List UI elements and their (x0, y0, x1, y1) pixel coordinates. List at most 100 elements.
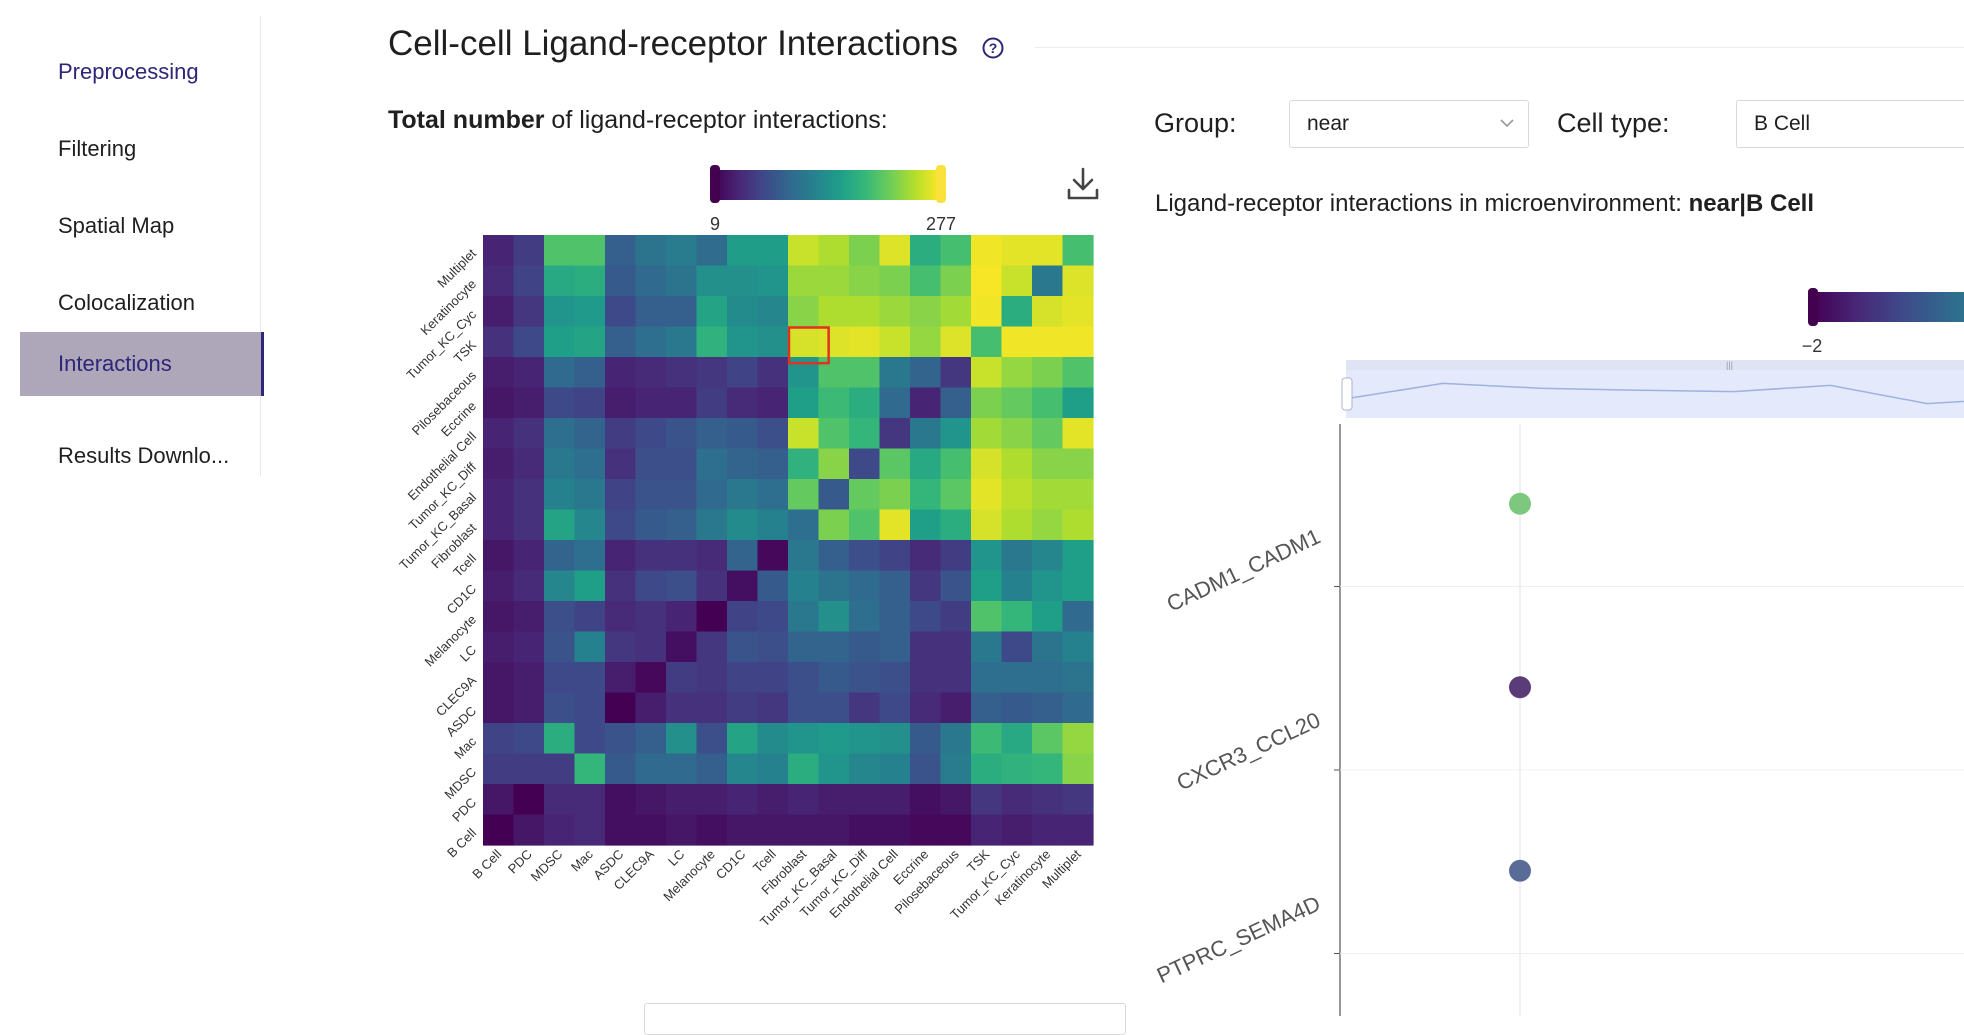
heatmap-cell[interactable] (483, 479, 515, 511)
heatmap-cell[interactable] (788, 540, 820, 572)
heatmap-cell[interactable] (910, 692, 942, 724)
heatmap-cell[interactable] (513, 296, 545, 328)
heatmap-cell[interactable] (940, 814, 972, 846)
heatmap-cell[interactable] (910, 784, 942, 816)
heatmap-cell[interactable] (1032, 509, 1064, 541)
heatmap-cell[interactable] (544, 265, 576, 297)
heatmap-cell[interactable] (696, 357, 728, 389)
heatmap-cell[interactable] (727, 509, 759, 541)
range-slider-grip[interactable]: ||| (1726, 360, 1733, 370)
heatmap-cell[interactable] (971, 570, 1003, 602)
heatmap-cell[interactable] (483, 357, 515, 389)
heatmap-cell[interactable] (879, 631, 911, 663)
heatmap-cell[interactable] (818, 570, 850, 602)
heatmap-cell[interactable] (574, 784, 606, 816)
heatmap-cell[interactable] (513, 723, 545, 755)
heatmap-cell[interactable] (879, 570, 911, 602)
heatmap-cell[interactable] (849, 570, 881, 602)
heatmap-cell[interactable] (849, 601, 881, 633)
heatmap-cell[interactable] (971, 387, 1003, 419)
heatmap-cell[interactable] (971, 662, 1003, 694)
heatmap-cell[interactable] (818, 601, 850, 633)
heatmap-cell[interactable] (757, 601, 789, 633)
heatmap-cell[interactable] (818, 479, 850, 511)
heatmap-cell[interactable] (635, 723, 667, 755)
heatmap-cell[interactable] (1001, 479, 1033, 511)
dotplot-point[interactable] (1509, 676, 1531, 699)
heatmap-cell[interactable] (849, 235, 881, 267)
heatmap-cell[interactable] (605, 296, 637, 328)
heatmap-cell[interactable] (727, 448, 759, 480)
heatmap-cell[interactable] (544, 540, 576, 572)
heatmap-cell[interactable] (605, 540, 637, 572)
heatmap-cell[interactable] (1001, 357, 1033, 389)
heatmap-cell[interactable] (574, 723, 606, 755)
heatmap-cell[interactable] (971, 265, 1003, 297)
heatmap-cell[interactable] (574, 357, 606, 389)
heatmap-cell[interactable] (879, 296, 911, 328)
heatmap-cell[interactable] (605, 753, 637, 785)
heatmap-cell[interactable] (879, 723, 911, 755)
heatmap-cell[interactable] (940, 357, 972, 389)
heatmap-cell[interactable] (1032, 723, 1064, 755)
heatmap-cell[interactable] (849, 692, 881, 724)
heatmap-cell[interactable] (513, 235, 545, 267)
heatmap-cell[interactable] (1001, 326, 1033, 358)
heatmap-cell[interactable] (574, 662, 606, 694)
heatmap-cell[interactable] (1032, 753, 1064, 785)
heatmap-cell[interactable] (727, 814, 759, 846)
heatmap-cell[interactable] (544, 814, 576, 846)
heatmap-cell[interactable] (940, 540, 972, 572)
heatmap-cell[interactable] (1032, 296, 1064, 328)
heatmap-cell[interactable] (544, 479, 576, 511)
heatmap-cell[interactable] (544, 357, 576, 389)
heatmap-cell[interactable] (971, 448, 1003, 480)
heatmap-cell[interactable] (727, 418, 759, 450)
heatmap-cell[interactable] (879, 235, 911, 267)
heatmap-cell[interactable] (727, 296, 759, 328)
heatmap-cell[interactable] (666, 753, 698, 785)
celltype-select[interactable]: B Cell (1736, 100, 1964, 148)
heatmap-cell[interactable] (788, 357, 820, 389)
heatmap-cell[interactable] (757, 235, 789, 267)
heatmap-cell[interactable] (940, 479, 972, 511)
heatmap-cell[interactable] (666, 692, 698, 724)
heatmap-cell[interactable] (971, 631, 1003, 663)
heatmap-cell[interactable] (1062, 265, 1094, 297)
colorbar-handle-min[interactable] (710, 165, 720, 203)
heatmap-cell[interactable] (513, 326, 545, 358)
heatmap-cell[interactable] (696, 784, 728, 816)
heatmap-cell[interactable] (879, 601, 911, 633)
heatmap-cell[interactable] (757, 540, 789, 572)
heatmap-cell[interactable] (666, 296, 698, 328)
heatmap-cell[interactable] (1032, 601, 1064, 633)
heatmap-cell[interactable] (727, 692, 759, 724)
heatmap-cell[interactable] (483, 753, 515, 785)
heatmap-cell[interactable] (666, 814, 698, 846)
heatmap-cell[interactable] (910, 296, 942, 328)
heatmap-cell[interactable] (971, 753, 1003, 785)
heatmap-cell[interactable] (1032, 326, 1064, 358)
heatmap-cell[interactable] (1032, 540, 1064, 572)
heatmap-cell[interactable] (910, 235, 942, 267)
heatmap-cell[interactable] (696, 296, 728, 328)
heatmap-cell[interactable] (910, 540, 942, 572)
heatmap-cell[interactable] (971, 296, 1003, 328)
heatmap-cell[interactable] (635, 296, 667, 328)
heatmap-cell[interactable] (574, 753, 606, 785)
heatmap-cell[interactable] (940, 265, 972, 297)
heatmap-cell[interactable] (666, 357, 698, 389)
heatmap-cell[interactable] (757, 265, 789, 297)
heatmap-cell[interactable] (788, 723, 820, 755)
heatmap-cell[interactable] (940, 753, 972, 785)
heatmap-cell[interactable] (940, 418, 972, 450)
heatmap-cell[interactable] (818, 692, 850, 724)
heatmap-cell[interactable] (849, 509, 881, 541)
heatmap-cell[interactable] (849, 540, 881, 572)
heatmap-cell[interactable] (605, 479, 637, 511)
heatmap-cell[interactable] (971, 418, 1003, 450)
heatmap-cell[interactable] (849, 265, 881, 297)
heatmap-cell[interactable] (849, 448, 881, 480)
heatmap-cell[interactable] (910, 723, 942, 755)
heatmap-cell[interactable] (544, 326, 576, 358)
